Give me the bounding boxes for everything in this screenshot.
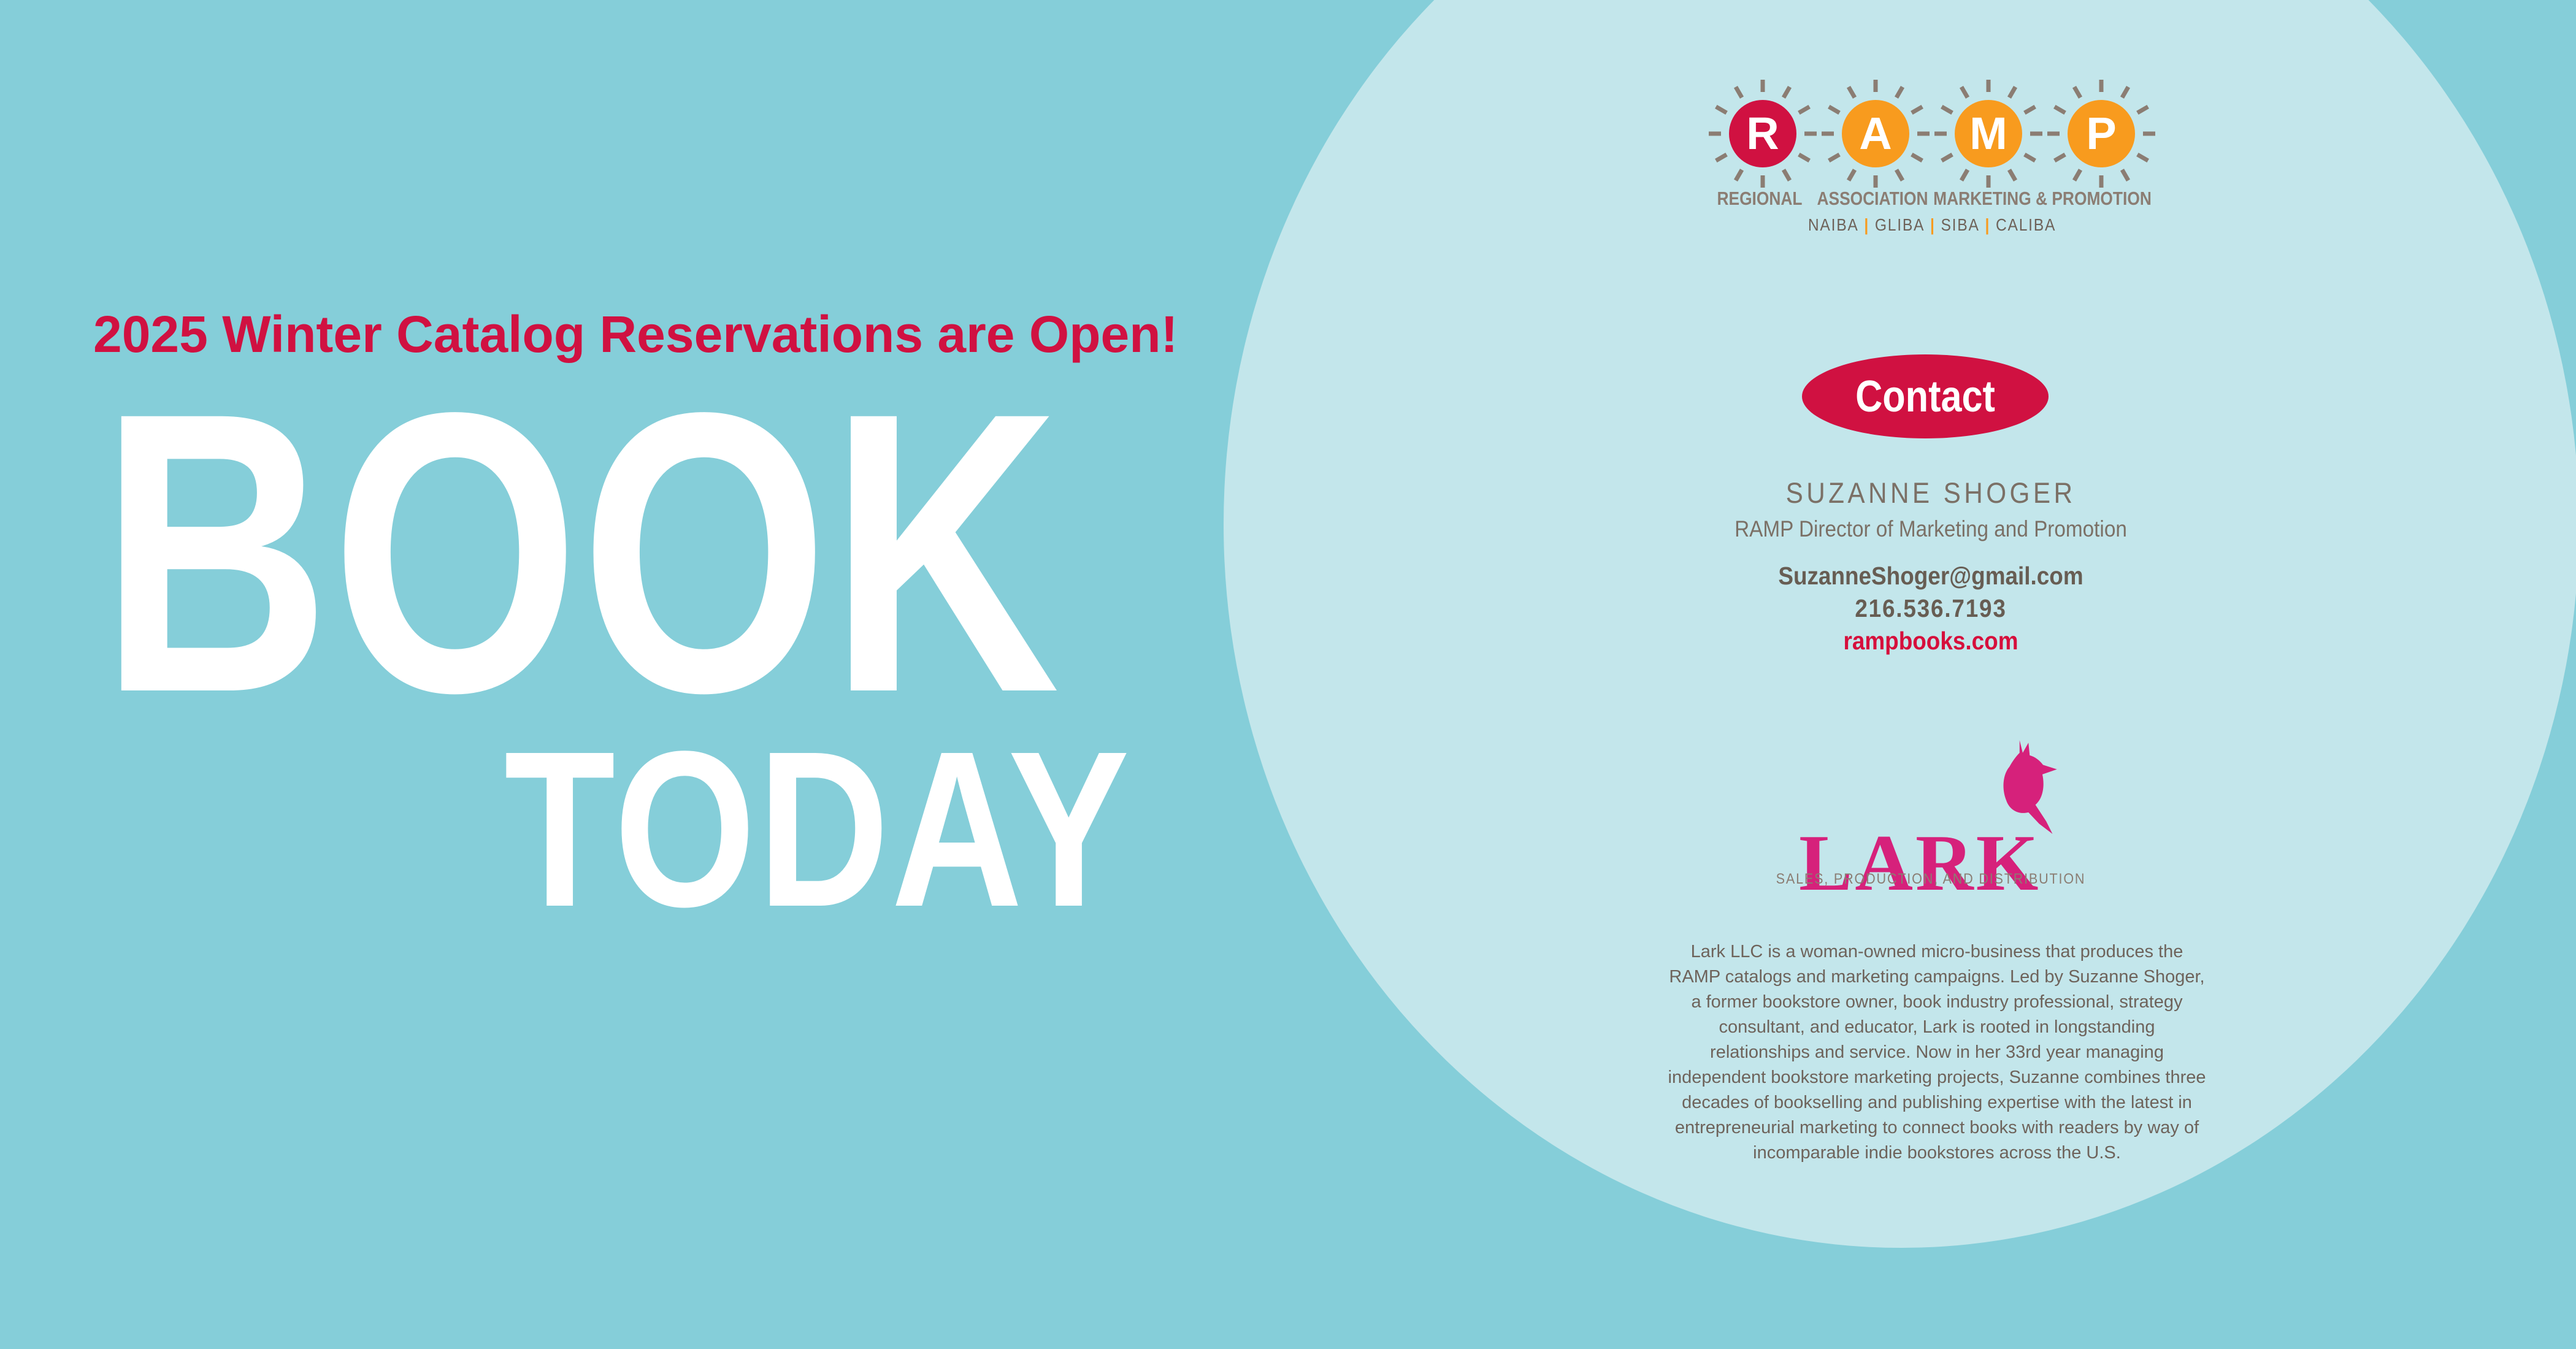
lark-wordmark: LARK: [1799, 819, 2041, 908]
regional-associations-row: NAIBA | GLIBA | SIBA | CALIBA: [1808, 215, 2056, 235]
cardinal-bird-icon: [2003, 740, 2057, 834]
headline: 2025 Winter Catalog Reservations are Ope…: [93, 305, 1178, 363]
book-word: BOOK: [100, 330, 1061, 775]
sunburst-rays-icon: [2047, 80, 2155, 188]
pipe-separator: |: [1985, 215, 1991, 234]
ramp-burst-r: R: [1706, 75, 1819, 192]
ramp-burst-m: M: [1932, 75, 2045, 192]
sunburst-rays-icon: [1709, 80, 1817, 188]
contact-button[interactable]: Contact: [1802, 354, 2049, 438]
ramp-circle-p: P: [2068, 100, 2135, 167]
lark-description: Lark LLC is a woman-owned micro-business…: [1668, 942, 2206, 1163]
ramp-letter-m: M: [1969, 108, 2007, 159]
ramp-letter-r: R: [1746, 108, 1779, 159]
ramp-letter-p: P: [2086, 108, 2117, 159]
background-circle: [1224, 0, 2576, 1248]
ramp-burst-p: P: [2045, 75, 2158, 192]
ramp-burst-a: A: [1819, 75, 1932, 192]
ramp-circle-r: R: [1729, 100, 1796, 167]
contact-website-link[interactable]: rampbooks.com: [1843, 627, 2018, 655]
sunburst-rays-icon: [1822, 80, 1930, 188]
contact-email-link[interactable]: SuzanneShoger@gmail.com: [1778, 562, 2083, 590]
lark-tagline: SALES, PRODUCTION, AND DISTRIBUTION: [1776, 871, 2086, 887]
assoc-naiba: NAIBA: [1807, 215, 1859, 234]
ramp-circle-m: M: [1955, 100, 2022, 167]
ramp-logo: R A: [1706, 75, 2158, 192]
contact-phone[interactable]: 216.536.7193: [1855, 594, 2007, 622]
logo-word-regional: REGIONAL: [1717, 188, 1803, 209]
contact-title: RAMP Director of Marketing and Promotion: [1735, 516, 2127, 541]
ramp-circle-a: A: [1842, 100, 1909, 167]
logo-word-marketing-promotion: MARKETING & PROMOTION: [1933, 188, 2152, 209]
contact-name: SUZANNE SHOGER: [1785, 476, 2076, 509]
ramp-letter-a: A: [1859, 108, 1892, 159]
assoc-caliba: CALIBA: [1995, 215, 2057, 234]
assoc-gliba: GLIBA: [1874, 215, 1925, 234]
logo-word-association: ASSOCIATION: [1817, 188, 1928, 209]
pipe-separator: |: [1864, 215, 1870, 234]
sunburst-rays-icon: [1934, 80, 2042, 188]
today-word: TODAY: [504, 705, 1132, 953]
assoc-siba: SIBA: [1941, 215, 1980, 234]
contact-button-label: Contact: [1855, 372, 1995, 421]
pipe-separator: |: [1930, 215, 1936, 234]
